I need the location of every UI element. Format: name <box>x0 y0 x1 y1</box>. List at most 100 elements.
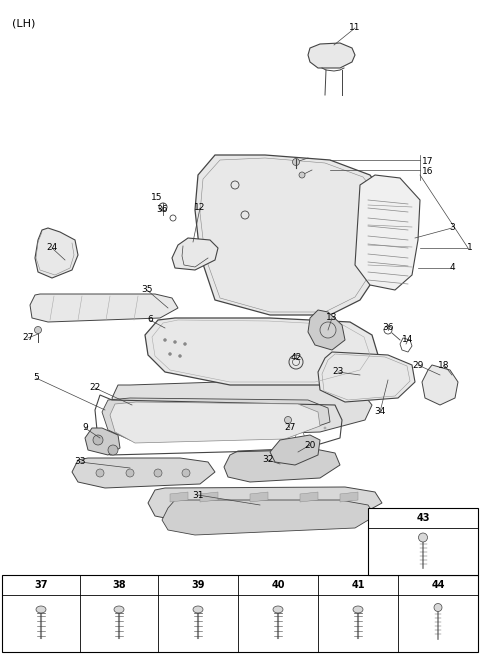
Circle shape <box>126 469 134 477</box>
Text: 1: 1 <box>467 244 473 252</box>
Circle shape <box>219 427 221 429</box>
Text: 34: 34 <box>374 407 386 417</box>
Circle shape <box>144 407 146 409</box>
Text: 23: 23 <box>332 367 344 377</box>
Text: (LH): (LH) <box>12 18 36 28</box>
Polygon shape <box>340 492 358 502</box>
Circle shape <box>299 172 305 178</box>
Circle shape <box>204 407 206 409</box>
Polygon shape <box>172 238 218 270</box>
Polygon shape <box>200 492 218 502</box>
Text: 9: 9 <box>82 424 88 432</box>
Circle shape <box>264 407 266 409</box>
Text: 38: 38 <box>112 580 126 590</box>
Text: 32: 32 <box>262 455 274 464</box>
Circle shape <box>309 427 311 429</box>
Circle shape <box>294 417 296 419</box>
Polygon shape <box>355 175 420 290</box>
Ellipse shape <box>193 606 203 613</box>
Circle shape <box>324 427 326 429</box>
Circle shape <box>264 427 266 429</box>
Text: 36: 36 <box>382 324 394 333</box>
Text: 41: 41 <box>351 580 365 590</box>
Circle shape <box>164 339 167 341</box>
Text: 14: 14 <box>402 335 414 345</box>
Circle shape <box>285 417 291 424</box>
Circle shape <box>324 417 326 419</box>
Ellipse shape <box>353 606 363 613</box>
Circle shape <box>249 427 251 429</box>
Text: 13: 13 <box>326 314 338 322</box>
Polygon shape <box>318 352 415 402</box>
Circle shape <box>174 407 176 409</box>
Polygon shape <box>30 294 178 322</box>
Text: 27: 27 <box>284 424 296 432</box>
Circle shape <box>189 417 191 419</box>
Circle shape <box>159 427 161 429</box>
Circle shape <box>234 417 236 419</box>
Circle shape <box>159 407 161 409</box>
Circle shape <box>434 603 442 612</box>
Circle shape <box>154 469 162 477</box>
Text: 33: 33 <box>74 457 86 466</box>
Circle shape <box>320 322 336 338</box>
Circle shape <box>249 407 251 409</box>
Text: 39: 39 <box>191 580 205 590</box>
Text: 29: 29 <box>412 360 424 369</box>
Polygon shape <box>224 448 340 482</box>
Polygon shape <box>72 458 215 488</box>
Circle shape <box>249 417 251 419</box>
Polygon shape <box>422 365 458 405</box>
Polygon shape <box>270 435 320 465</box>
Circle shape <box>144 427 146 429</box>
Bar <box>368 508 478 575</box>
Circle shape <box>279 427 281 429</box>
Polygon shape <box>308 43 355 68</box>
Circle shape <box>189 427 191 429</box>
Circle shape <box>173 341 177 343</box>
Circle shape <box>183 343 187 345</box>
Circle shape <box>174 427 176 429</box>
Text: 5: 5 <box>33 373 39 383</box>
Polygon shape <box>250 492 268 502</box>
Circle shape <box>219 407 221 409</box>
Circle shape <box>234 407 236 409</box>
Text: 35: 35 <box>141 286 153 295</box>
Circle shape <box>234 427 236 429</box>
Polygon shape <box>195 155 390 315</box>
Polygon shape <box>85 428 120 455</box>
Polygon shape <box>35 228 78 278</box>
Polygon shape <box>148 487 382 522</box>
Text: 37: 37 <box>34 580 48 590</box>
Text: 3: 3 <box>449 223 455 233</box>
Circle shape <box>309 417 311 419</box>
Circle shape <box>168 352 171 356</box>
Circle shape <box>294 407 296 409</box>
Polygon shape <box>112 382 372 435</box>
Circle shape <box>279 417 281 419</box>
Circle shape <box>419 533 428 542</box>
Circle shape <box>292 159 300 166</box>
Circle shape <box>189 407 191 409</box>
Circle shape <box>309 407 311 409</box>
Circle shape <box>219 417 221 419</box>
Circle shape <box>144 417 146 419</box>
Text: 4: 4 <box>449 263 455 272</box>
Text: 42: 42 <box>290 354 301 362</box>
Text: 22: 22 <box>89 383 101 392</box>
Text: 27: 27 <box>22 333 34 343</box>
Bar <box>2 575 478 652</box>
Text: 11: 11 <box>349 24 361 33</box>
Circle shape <box>279 407 281 409</box>
Text: 40: 40 <box>271 580 285 590</box>
Polygon shape <box>102 398 330 440</box>
Ellipse shape <box>36 606 46 613</box>
Circle shape <box>179 354 181 358</box>
Polygon shape <box>300 492 318 502</box>
Text: 44: 44 <box>431 580 445 590</box>
Ellipse shape <box>114 606 124 613</box>
Text: 6: 6 <box>147 316 153 324</box>
Circle shape <box>174 417 176 419</box>
Text: 17: 17 <box>422 157 433 166</box>
Circle shape <box>35 326 41 333</box>
